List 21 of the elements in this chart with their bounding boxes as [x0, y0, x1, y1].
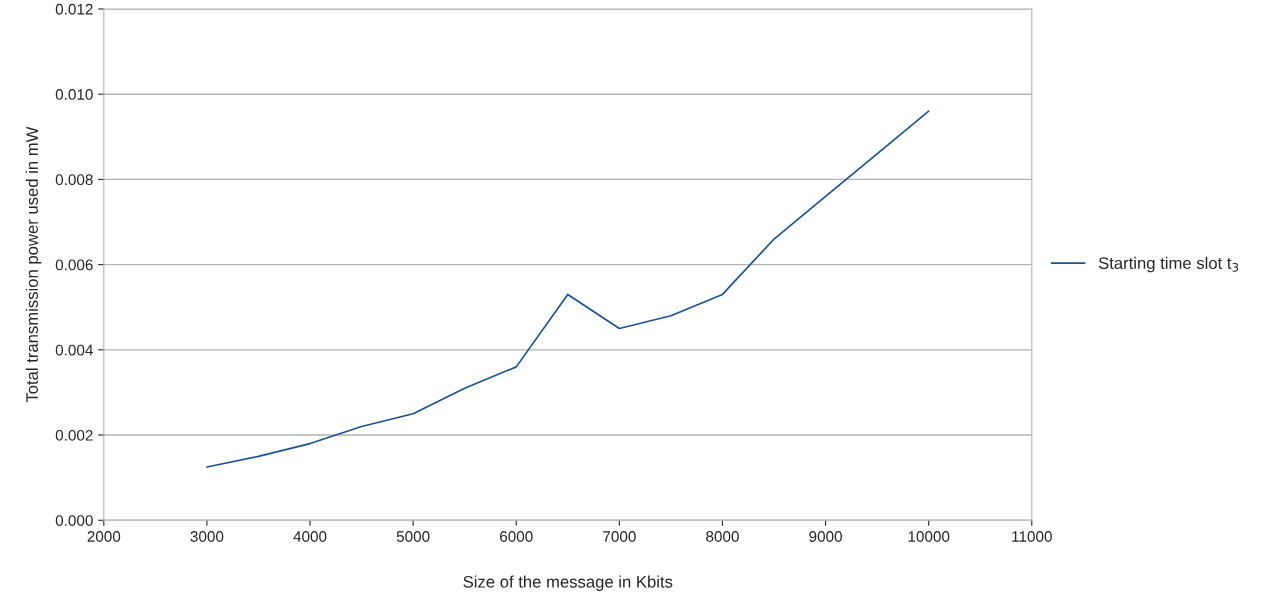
y-tick-label: 0.012 — [55, 3, 93, 15]
y-tick-label: 0.004 — [55, 344, 93, 356]
x-axis-title: Size of the message in Kbits — [463, 575, 673, 592]
y-tick-label: 0.002 — [55, 429, 93, 441]
x-tick-label: 8000 — [706, 531, 739, 542]
y-tick-label: 0.000 — [55, 515, 93, 526]
legend-label: Starting time slot t$_{3}$ — [1098, 256, 1239, 273]
x-tick-label: 2000 — [87, 531, 121, 542]
y-axis-title: Total transmission power used in mW — [25, 126, 42, 403]
x-tick-label: 6000 — [500, 531, 533, 542]
x-tick-label: 7000 — [603, 531, 636, 542]
x-tick-label: 5000 — [396, 531, 430, 542]
x-tick-label: 3000 — [190, 531, 224, 542]
y-tick-label: 0.008 — [55, 174, 93, 186]
y-tick-label: 0.006 — [55, 259, 93, 271]
x-tick-label: 10000 — [908, 531, 950, 542]
line-series — [206, 110, 930, 468]
y-tick-label: 0.010 — [55, 89, 93, 100]
x-tick-label: 9000 — [809, 531, 842, 542]
x-tick-label: 11000 — [1012, 531, 1052, 542]
x-tick-label: 4000 — [293, 531, 327, 542]
